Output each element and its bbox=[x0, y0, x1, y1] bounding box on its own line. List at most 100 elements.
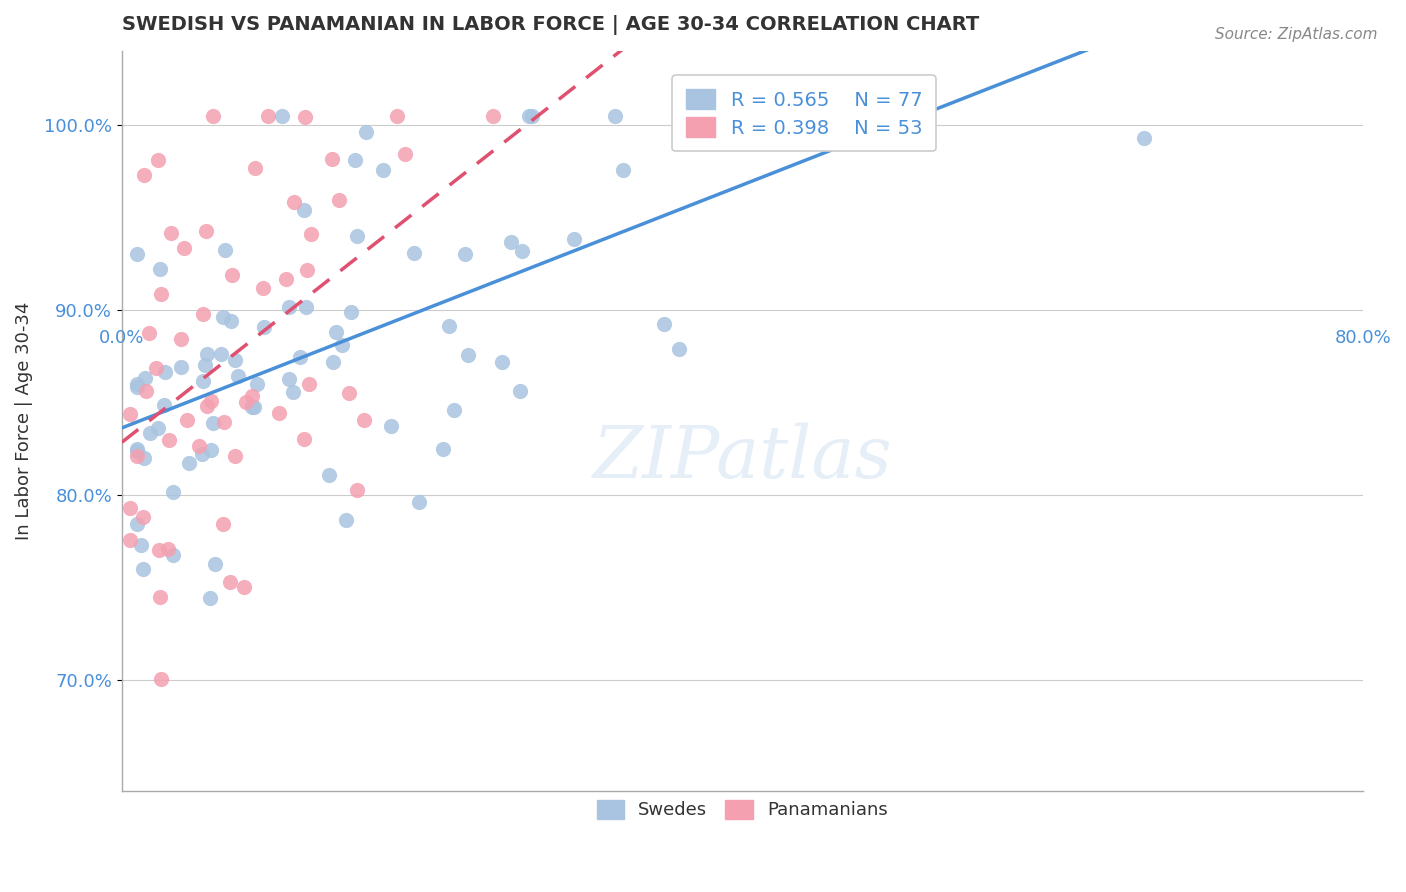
Y-axis label: In Labor Force | Age 30-34: In Labor Force | Age 30-34 bbox=[15, 301, 32, 541]
Point bbox=[380, 419, 402, 434]
Point bbox=[214, 244, 236, 258]
Point bbox=[240, 389, 263, 403]
Point bbox=[127, 516, 149, 531]
Point bbox=[243, 400, 266, 414]
Point bbox=[127, 442, 149, 456]
Point bbox=[332, 338, 354, 352]
Point bbox=[321, 152, 343, 166]
Point bbox=[501, 235, 523, 249]
Point bbox=[152, 398, 174, 412]
Point bbox=[269, 406, 291, 420]
Point bbox=[200, 442, 222, 457]
Point bbox=[187, 439, 209, 453]
Point bbox=[219, 313, 242, 327]
Point bbox=[224, 353, 246, 368]
Point bbox=[212, 415, 235, 429]
Point bbox=[288, 350, 311, 364]
Point bbox=[692, 109, 714, 123]
Point bbox=[278, 301, 301, 315]
Point bbox=[276, 271, 298, 285]
Point bbox=[209, 347, 232, 361]
Point bbox=[298, 376, 321, 391]
Point bbox=[202, 416, 225, 430]
Point bbox=[346, 228, 368, 243]
Text: ZIPatlas: ZIPatlas bbox=[592, 423, 891, 493]
Point bbox=[454, 247, 477, 261]
Point bbox=[612, 162, 634, 177]
Point bbox=[387, 109, 409, 123]
Point bbox=[243, 161, 266, 176]
Text: 80.0%: 80.0% bbox=[1334, 328, 1391, 346]
Point bbox=[295, 263, 318, 277]
Point bbox=[118, 500, 141, 515]
Point bbox=[221, 268, 243, 282]
Point bbox=[194, 358, 217, 372]
Point bbox=[1132, 131, 1154, 145]
Point bbox=[127, 377, 149, 392]
Point bbox=[257, 109, 280, 123]
Point bbox=[193, 307, 215, 321]
Point bbox=[149, 262, 172, 277]
Point bbox=[162, 548, 184, 562]
Point bbox=[179, 456, 201, 470]
Point bbox=[160, 226, 183, 240]
Point bbox=[652, 317, 675, 331]
Point bbox=[824, 109, 846, 123]
Point bbox=[139, 425, 162, 440]
Point bbox=[437, 319, 460, 334]
Point bbox=[120, 407, 142, 421]
Point bbox=[226, 368, 249, 383]
Point bbox=[149, 590, 172, 604]
Point bbox=[127, 449, 149, 463]
Point bbox=[162, 485, 184, 500]
Point bbox=[170, 332, 193, 346]
Point bbox=[129, 538, 152, 552]
Point bbox=[522, 109, 544, 123]
Point bbox=[148, 153, 170, 168]
Point bbox=[402, 246, 425, 260]
Point bbox=[457, 348, 479, 362]
Point bbox=[204, 557, 226, 571]
Point bbox=[148, 542, 170, 557]
Point bbox=[195, 400, 218, 414]
Point bbox=[292, 433, 315, 447]
Point bbox=[337, 386, 360, 401]
Point bbox=[127, 443, 149, 458]
Point bbox=[132, 509, 155, 524]
Point bbox=[510, 244, 533, 259]
Point bbox=[135, 384, 157, 398]
Point bbox=[277, 372, 299, 386]
Point bbox=[394, 147, 416, 161]
Point bbox=[224, 449, 246, 463]
Point bbox=[194, 224, 217, 238]
Point bbox=[150, 673, 173, 687]
Point bbox=[346, 483, 368, 497]
Point bbox=[509, 384, 531, 398]
Point bbox=[146, 421, 169, 435]
Point bbox=[145, 361, 167, 376]
Point bbox=[195, 347, 218, 361]
Point bbox=[212, 516, 235, 531]
Point bbox=[193, 375, 215, 389]
Point bbox=[353, 413, 375, 427]
Point bbox=[283, 194, 305, 209]
Point bbox=[149, 287, 172, 301]
Point bbox=[562, 232, 585, 246]
Point bbox=[132, 562, 155, 576]
Point bbox=[201, 109, 224, 123]
Point bbox=[325, 326, 347, 340]
Point bbox=[299, 227, 322, 241]
Text: Source: ZipAtlas.com: Source: ZipAtlas.com bbox=[1215, 27, 1378, 42]
Point bbox=[335, 513, 357, 527]
Point bbox=[211, 310, 233, 325]
Point bbox=[318, 468, 340, 483]
Point bbox=[252, 319, 274, 334]
Point bbox=[127, 380, 149, 394]
Point bbox=[127, 247, 149, 261]
Point bbox=[295, 300, 318, 314]
Point bbox=[344, 153, 367, 168]
Point bbox=[252, 281, 274, 295]
Point bbox=[782, 109, 804, 123]
Point bbox=[219, 575, 242, 590]
Point bbox=[132, 450, 155, 465]
